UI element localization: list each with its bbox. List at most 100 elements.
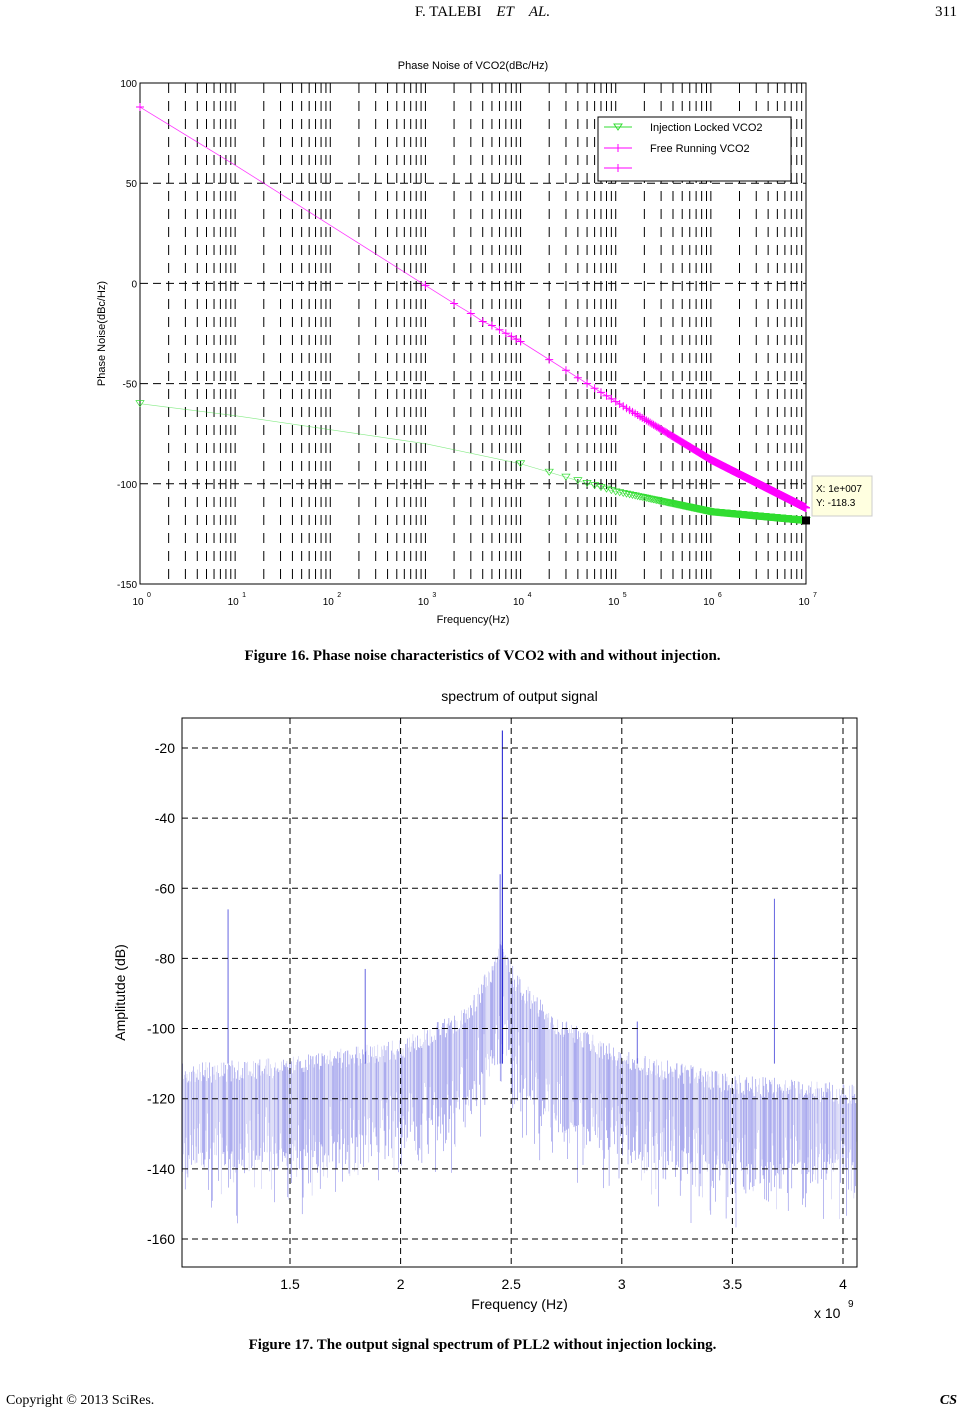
injection-locked-marker bbox=[624, 491, 635, 499]
free-running-marker bbox=[590, 384, 599, 393]
x-tick-label-exp: 2 bbox=[337, 592, 341, 599]
axes-box bbox=[181, 717, 858, 1268]
y-tick-label: -40 bbox=[155, 810, 175, 826]
figure-17-caption: Figure 17. The output signal spectrum of… bbox=[248, 1337, 717, 1353]
datatip-y: Y: -118.3 bbox=[816, 498, 856, 509]
free-running-marker bbox=[573, 373, 582, 382]
x-multiplier-exponent: 9 bbox=[848, 1299, 854, 1310]
spectrum-trace-light bbox=[183, 941, 857, 1220]
y-tick-label: -50 bbox=[123, 380, 138, 391]
free-running-marker bbox=[638, 413, 647, 422]
et: ET bbox=[496, 4, 514, 20]
injection-locked-marker bbox=[621, 490, 632, 498]
free-running-marker bbox=[802, 503, 810, 512]
x-tick-label-exp: 1 bbox=[242, 592, 246, 599]
datatip-x: X: 1e+007 bbox=[816, 484, 862, 495]
free-running-marker bbox=[649, 420, 658, 429]
y-tick-label: -120 bbox=[147, 1091, 175, 1107]
injection-locked-marker bbox=[515, 460, 526, 468]
free-running-marker bbox=[545, 355, 554, 364]
injection-locked-marker bbox=[639, 494, 650, 502]
y-tick-label: 50 bbox=[126, 179, 138, 190]
x-tick-label-exp: 7 bbox=[813, 592, 817, 599]
free-running-marker bbox=[596, 388, 605, 397]
x-tick-label-exp: 6 bbox=[718, 592, 722, 599]
legend-label-injection-locked: Injection Locked VCO2 bbox=[650, 122, 763, 134]
y-tick-label: 0 bbox=[131, 279, 137, 290]
x-tick-label-base: 10 bbox=[608, 597, 620, 608]
legend-plus-icon bbox=[614, 164, 622, 172]
y-tick-label: -100 bbox=[117, 480, 137, 491]
y-tick-label: -100 bbox=[147, 1021, 175, 1037]
chart-title: spectrum of output signal bbox=[441, 688, 597, 704]
injection-locked-marker bbox=[582, 480, 592, 488]
page-number: 311 bbox=[935, 4, 957, 20]
legend-label-free-running: Free Running VCO2 bbox=[650, 143, 750, 155]
y-tick-label: -160 bbox=[147, 1231, 175, 1247]
y-axis-label: Phase Noise(dBc/Hz) bbox=[96, 281, 108, 386]
x-tick-label-exp: 0 bbox=[147, 592, 151, 599]
free-running-marker bbox=[501, 329, 510, 338]
figure-17-spectrum-chart: 1.5 2 2.5 3 3.5 4 -20 -40 -60 -80 -100 -120 -140 -160… bbox=[112, 688, 858, 1321]
chart-title: Phase Noise of VCO2(dBc/Hz) bbox=[398, 60, 548, 72]
free-running-marker bbox=[602, 391, 611, 400]
free-running-marker bbox=[507, 332, 516, 341]
y-tick-label: 100 bbox=[120, 79, 137, 90]
injection-locked-marker bbox=[614, 489, 625, 497]
y-tick-label: -20 bbox=[155, 740, 175, 756]
author: F. TALEBI bbox=[414, 4, 482, 20]
footer: Copyright © 2013 SciRes. CS bbox=[6, 1393, 957, 1409]
injection-locked-marker bbox=[643, 495, 653, 503]
journal-abbrev: CS bbox=[939, 1393, 957, 1408]
injection-locked-marker bbox=[589, 482, 600, 490]
free-running-marker bbox=[561, 366, 570, 375]
legend-box bbox=[597, 116, 792, 182]
al: AL. bbox=[528, 4, 551, 20]
injection-locked-marker bbox=[611, 488, 621, 496]
injection-locked-marker bbox=[544, 468, 554, 476]
injection-locked-marker bbox=[641, 494, 652, 502]
free-running-marker bbox=[487, 321, 496, 330]
axes-box bbox=[139, 82, 807, 585]
x-tick-label: 3 bbox=[618, 1276, 626, 1292]
copyright: Copyright © 2013 SciRes. bbox=[6, 1393, 155, 1408]
legend-triangle-icon bbox=[613, 123, 623, 131]
x-tick-label-base: 10 bbox=[323, 597, 335, 608]
free-running-marker bbox=[495, 325, 504, 334]
injection-locked-marker bbox=[618, 490, 628, 498]
free-running-marker bbox=[583, 379, 592, 388]
figure-16-caption: Figure 16. Phase noise characteristics o… bbox=[244, 648, 721, 664]
series-line-free-running bbox=[139, 106, 807, 509]
y-tick-label: -140 bbox=[147, 1161, 175, 1177]
datatip-marker bbox=[802, 516, 810, 525]
y-tick-label: -80 bbox=[155, 950, 175, 966]
legend-plus-icon bbox=[614, 144, 622, 152]
x-multiplier: x 10 bbox=[814, 1305, 841, 1321]
x-tick-label-base: 10 bbox=[418, 597, 430, 608]
free-running-marker bbox=[607, 394, 616, 403]
plot-area bbox=[182, 718, 857, 1267]
datatip-box bbox=[811, 475, 873, 517]
injection-locked-marker bbox=[561, 473, 571, 481]
author-line: F. TALEBI ET AL. bbox=[0, 4, 965, 21]
free-running-marker bbox=[466, 309, 475, 318]
x-axis-label: Frequency(Hz) bbox=[437, 614, 510, 626]
free-running-marker bbox=[512, 335, 521, 344]
free-running-marker bbox=[516, 337, 525, 346]
x-tick-label-base: 10 bbox=[228, 597, 240, 608]
injection-locked-marker bbox=[573, 477, 583, 485]
free-running-marker bbox=[136, 103, 144, 112]
injection-locked-marker bbox=[135, 400, 145, 408]
legend: Injection Locked VCO2 Free Running VCO2 bbox=[597, 116, 792, 182]
injection-locked-marker bbox=[627, 491, 638, 499]
free-running-marker bbox=[647, 419, 656, 428]
y-axis-label: Amplitutde (dB) bbox=[112, 944, 128, 1040]
free-running-marker bbox=[450, 299, 459, 308]
x-tick-label-exp: 4 bbox=[528, 592, 532, 599]
figure-16-phase-noise-chart: Phase Noise of VCO2(dBc/Hz)100500-50-100… bbox=[96, 60, 873, 626]
injection-locked-marker bbox=[596, 484, 606, 492]
injection-locked-marker bbox=[637, 494, 647, 502]
x-tick-label: 2 bbox=[397, 1276, 405, 1292]
x-tick-label-base: 10 bbox=[513, 597, 525, 608]
x-tick-label-base: 10 bbox=[798, 597, 810, 608]
